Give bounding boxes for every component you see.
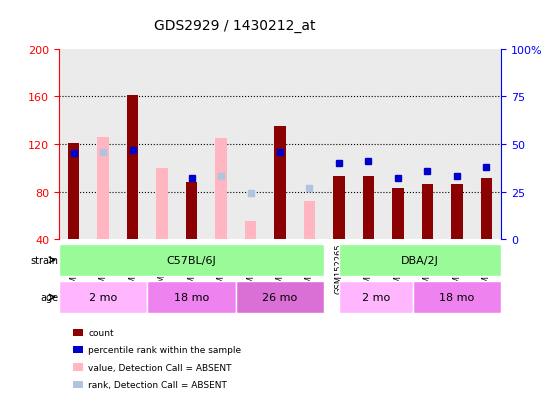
Bar (295, 50, 324, 240)
Bar (88, 50, 118, 240)
Bar (59, 50, 88, 240)
Bar (147, 282, 236, 313)
Text: count: count (88, 328, 114, 337)
Bar (236, 282, 324, 313)
Bar (177, 50, 206, 240)
Bar (413, 282, 501, 313)
Text: 18 mo: 18 mo (174, 292, 209, 302)
Bar (339, 244, 501, 276)
Text: 2 mo: 2 mo (89, 292, 117, 302)
Text: 26 mo: 26 mo (263, 292, 297, 302)
Bar (392, 188, 404, 240)
Bar (236, 50, 265, 240)
Bar (333, 177, 345, 240)
Bar (127, 96, 138, 240)
Bar (362, 177, 375, 240)
Bar (451, 185, 463, 240)
Text: rank, Detection Call = ABSENT: rank, Detection Call = ABSENT (88, 380, 227, 389)
Bar (324, 50, 354, 240)
Bar (245, 222, 256, 240)
Bar (383, 50, 413, 240)
Bar (472, 50, 501, 240)
Bar (422, 185, 433, 240)
Text: age: age (41, 292, 59, 302)
Bar (339, 282, 413, 313)
Bar (413, 50, 442, 240)
Bar (118, 50, 147, 240)
Text: GDS2929 / 1430212_at: GDS2929 / 1430212_at (155, 19, 316, 33)
Text: percentile rank within the sample: percentile rank within the sample (88, 345, 241, 354)
Bar (215, 139, 227, 240)
Bar (206, 50, 236, 240)
Bar (265, 50, 295, 240)
Bar (304, 202, 315, 240)
Bar (97, 138, 109, 240)
Bar (68, 143, 80, 240)
Text: 2 mo: 2 mo (362, 292, 390, 302)
Bar (480, 179, 492, 240)
Text: value, Detection Call = ABSENT: value, Detection Call = ABSENT (88, 363, 232, 372)
Bar (185, 183, 198, 240)
Bar (59, 282, 147, 313)
Text: DBA/2J: DBA/2J (401, 255, 439, 265)
Bar (274, 127, 286, 240)
Bar (354, 50, 383, 240)
Bar (147, 50, 177, 240)
Bar (156, 169, 168, 240)
Bar (442, 50, 472, 240)
Text: C57BL/6J: C57BL/6J (167, 255, 216, 265)
Bar (59, 244, 324, 276)
Text: strain: strain (31, 255, 59, 265)
Text: 18 mo: 18 mo (440, 292, 474, 302)
